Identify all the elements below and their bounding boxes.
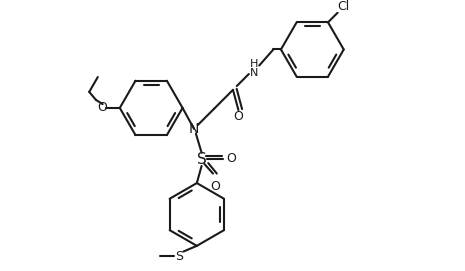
Text: O: O [210,180,220,193]
Text: Cl: Cl [337,1,350,14]
Text: H
N: H N [250,59,259,78]
Text: S: S [175,250,183,263]
Text: O: O [233,110,243,123]
Text: S: S [197,152,206,167]
Text: O: O [98,101,107,114]
Text: N: N [189,122,199,136]
Text: O: O [226,152,236,165]
